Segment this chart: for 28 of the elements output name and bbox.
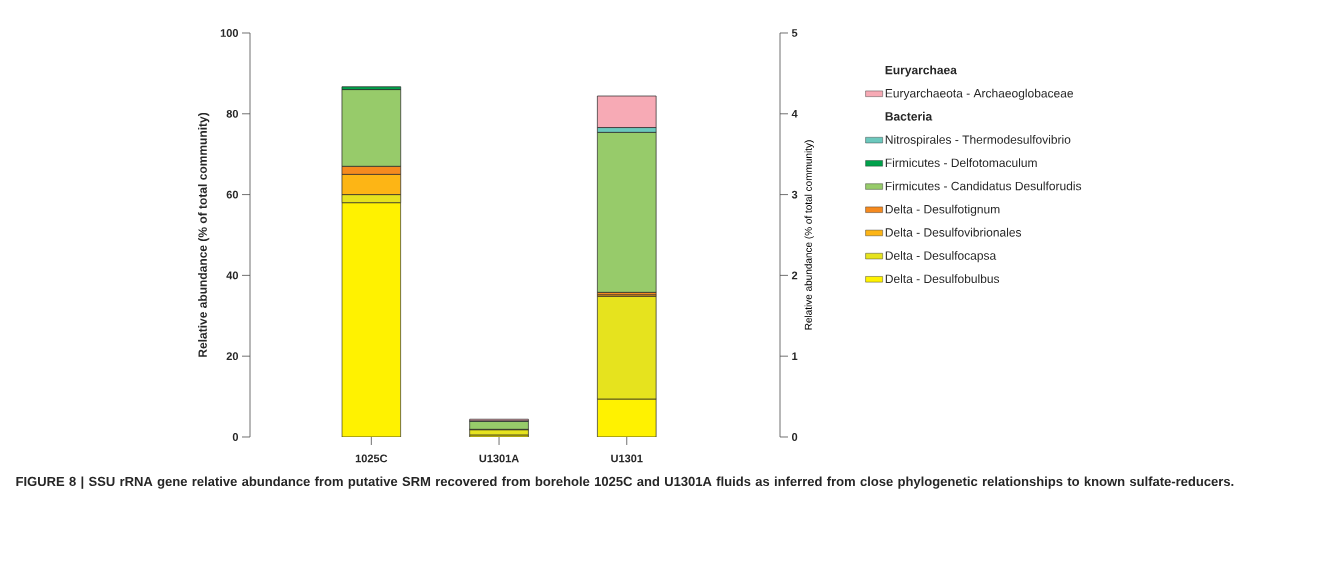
y-tick-label: 60 [226, 190, 239, 199]
y-tick-label: 20 [226, 352, 239, 361]
legend-label: Delta - Desulfovibrionales [885, 227, 1022, 237]
legend-label: Delta - Desulfocapsa [885, 251, 997, 263]
legend-label: Nitrospirales - Thermodesulfovibrio [885, 135, 1071, 147]
y2-tick-label: 3 [791, 190, 798, 199]
y-tick-label: 40 [226, 271, 239, 280]
y-tick-label: 80 [226, 109, 239, 118]
legend-label: Delta - Desulfotignum [885, 204, 1000, 216]
y2-tick-label: 0 [791, 433, 798, 441]
legend-label: Delta - Desulfobulbus [885, 274, 1000, 284]
x-tick-label: 1025C [355, 454, 388, 463]
y2-axis-title: Relative abundance (% of total community) [804, 140, 814, 330]
caption: FIGURE 8 | SSU rRNA gene relative abundance from putative SRM recovered from borehole 1025C and U1301A fluids as inferred from close phylogenetic relationships to known sulfate-reducers. [16, 476, 1234, 489]
y2-tick-label: 2 [791, 271, 798, 280]
legend-label: Firmicutes - Candidatus Desulforudis [885, 181, 1082, 191]
x-tick-label: U1301 [611, 454, 643, 463]
y2-tick-label: 5 [791, 29, 798, 37]
text: Euryarchaea [885, 65, 957, 77]
y-axis-title: Relative abundance (% of total community) [198, 112, 210, 357]
legend-label: Firmicutes - Delfotomaculum [885, 158, 1037, 168]
text: Bacteria [885, 111, 933, 121]
legend-label: Euryarchaeota - Archaeoglobaceae [885, 88, 1074, 100]
x-tick-label: U1301A [479, 454, 519, 463]
y-tick-label: 100 [220, 29, 239, 37]
y-tick-label: 0 [232, 433, 239, 441]
y2-tick-label: 1 [792, 352, 798, 360]
y2-tick-label: 4 [791, 110, 798, 118]
